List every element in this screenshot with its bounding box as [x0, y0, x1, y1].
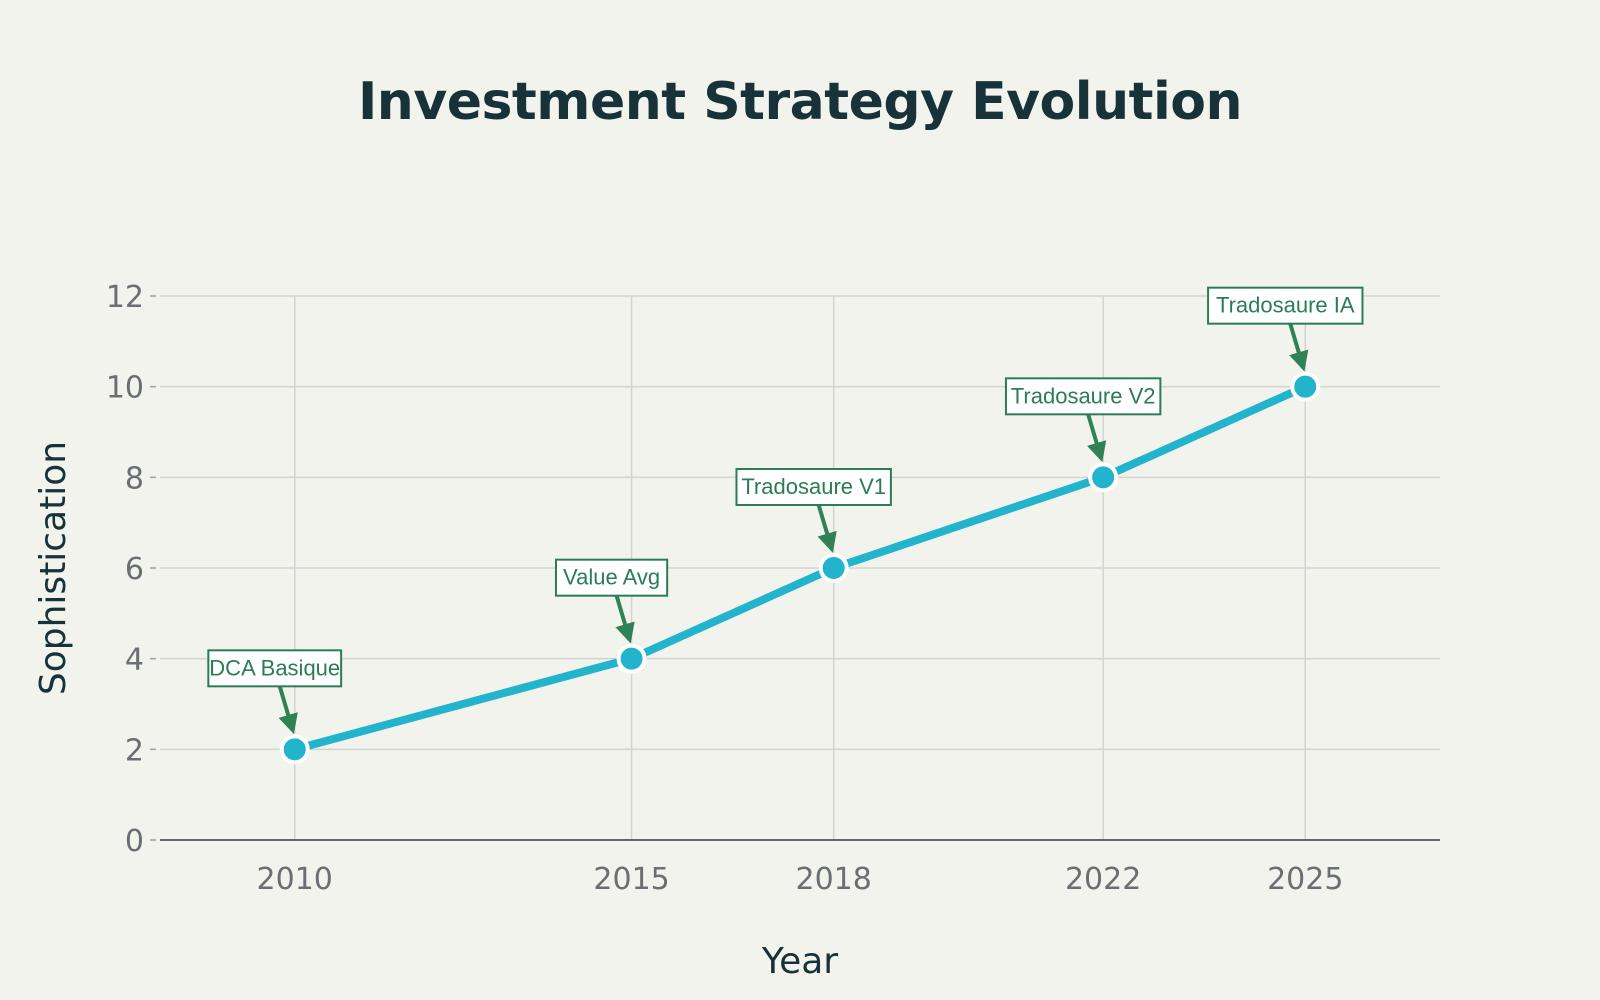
data-point[interactable] [279, 734, 310, 765]
annotation-arrow [816, 504, 837, 553]
annotation-label: Tradosaure IA [1216, 293, 1355, 318]
annotation: Tradosaure V2 [1004, 377, 1162, 463]
x-tick-label: 2022 [1065, 862, 1141, 897]
data-point[interactable] [818, 553, 849, 583]
annotation-label: Tradosaure V2 [1011, 383, 1156, 408]
y-axis-title: Sophistication [33, 441, 74, 695]
annotation: Value Avg [554, 558, 669, 644]
y-tick-label: 10 [106, 371, 144, 406]
data-point[interactable] [1290, 371, 1321, 402]
annotation-label: Value Avg [563, 565, 660, 590]
y-tick-label: 6 [125, 552, 144, 587]
y-tick-label: 8 [125, 461, 144, 496]
annotation: Tradosaure IA [1207, 286, 1364, 372]
data-point[interactable] [1088, 462, 1119, 493]
x-tick-label: 2015 [593, 862, 669, 897]
x-tick-label: 2018 [796, 862, 872, 897]
annotations: DCA Basique Value Avg Tradosaure V1 Tradosa… [207, 286, 1364, 735]
annotation: DCA Basique [207, 649, 343, 735]
data-point[interactable] [616, 643, 647, 674]
annotation-box [1207, 286, 1364, 325]
x-tick-label: 2025 [1267, 862, 1343, 897]
annotation-label: Tradosaure V1 [741, 474, 886, 499]
y-tick-label: 0 [125, 824, 144, 859]
annotation-box [1004, 377, 1162, 416]
chart-title: Investment Strategy Evolution [358, 72, 1242, 132]
annotation: Tradosaure V1 [735, 468, 892, 553]
annotation-box [735, 468, 892, 506]
grid [160, 295, 1440, 840]
x-tick-label: 2010 [257, 862, 333, 897]
annotation-box [554, 558, 669, 597]
axes: 0 2 4 6 8 10 12 2010 2015 2018 2022 2025 [106, 280, 1440, 897]
annotation-arrow [277, 685, 298, 735]
annotation-arrow [1086, 413, 1107, 463]
annotation-arrow [1288, 323, 1309, 372]
y-tick-label: 4 [125, 643, 144, 678]
x-axis-title: Year [761, 941, 838, 982]
annotation-box [207, 649, 343, 688]
annotation-arrow [614, 595, 635, 644]
y-tick-label: 12 [106, 280, 144, 315]
series [279, 371, 1321, 765]
annotation-label: DCA Basique [209, 655, 340, 680]
y-tick-label: 2 [125, 733, 144, 768]
